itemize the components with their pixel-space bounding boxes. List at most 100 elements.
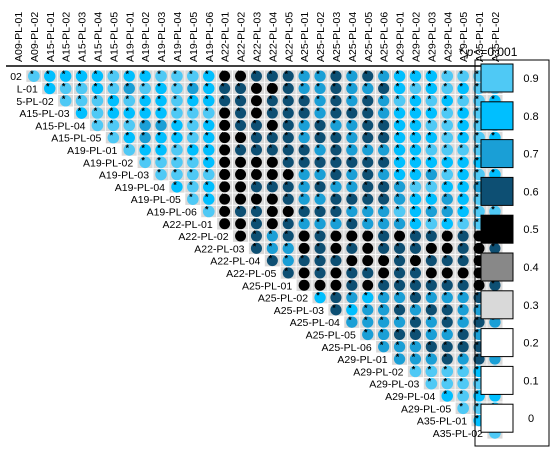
matrix-cell: * xyxy=(120,118,138,132)
matrix-cell: * xyxy=(57,81,75,96)
significance-star: * xyxy=(253,204,257,214)
matrix-cell: * xyxy=(232,118,249,132)
cell-circle xyxy=(330,279,342,291)
significance-star: * xyxy=(284,168,288,178)
significance-star: * xyxy=(284,241,288,251)
matrix-cell: * xyxy=(327,278,345,292)
cell-circle xyxy=(409,304,422,316)
significance-star: * xyxy=(396,278,400,288)
cell-circle xyxy=(425,156,438,168)
cell-circle xyxy=(346,242,358,254)
matrix-cell: * xyxy=(263,118,281,132)
significance-star: * xyxy=(221,143,225,153)
significance-star: * xyxy=(348,106,352,116)
row-label: A19-PL-05 xyxy=(131,194,181,206)
significance-star: * xyxy=(300,192,304,202)
matrix-cell: * xyxy=(407,266,424,280)
significance-star: * xyxy=(396,155,400,165)
cell-circle xyxy=(186,168,199,181)
cell-circle xyxy=(28,70,40,82)
matrix-cell: * xyxy=(438,327,456,341)
significance-star: * xyxy=(428,254,432,264)
cell-circle xyxy=(346,181,358,193)
significance-star: * xyxy=(300,94,304,104)
matrix-cell: * xyxy=(295,254,313,268)
cell-circle xyxy=(91,119,104,132)
significance-star: * xyxy=(110,106,114,116)
significance-star: * xyxy=(173,155,177,165)
cell-circle xyxy=(203,181,215,193)
cell-circle xyxy=(314,144,326,156)
cell-circle xyxy=(457,131,469,144)
significance-star: * xyxy=(189,106,193,116)
significance-star: * xyxy=(141,155,145,165)
significance-star: * xyxy=(300,241,304,251)
significance-star: * xyxy=(269,168,273,178)
matrix-cell: * xyxy=(327,303,345,317)
matrix-cell: * xyxy=(422,204,440,219)
cell-circle xyxy=(441,390,454,402)
matrix-cell: * xyxy=(343,180,361,194)
cell-circle xyxy=(330,82,342,94)
matrix-cell: * xyxy=(216,155,233,169)
matrix-cell: * xyxy=(168,69,186,83)
cell-circle xyxy=(346,291,358,304)
significance-star: * xyxy=(364,241,368,251)
matrix-cell: * xyxy=(422,364,440,378)
cell-circle xyxy=(409,107,422,119)
matrix-cell: * xyxy=(422,106,440,120)
cell-circle xyxy=(362,181,374,193)
cell-circle xyxy=(235,169,247,181)
significance-star: * xyxy=(284,204,288,214)
column-label: A25-PL-02 xyxy=(315,12,327,62)
significance-star: * xyxy=(316,94,320,104)
cell-circle xyxy=(59,70,72,82)
cell-circle xyxy=(298,218,310,230)
cell-circle xyxy=(266,242,278,254)
significance-star: * xyxy=(284,131,288,141)
significance-star: * xyxy=(284,106,288,116)
cell-circle xyxy=(75,82,88,95)
significance-star: * xyxy=(380,131,384,141)
matrix-cell: * xyxy=(152,81,170,96)
cell-circle xyxy=(346,304,358,316)
cell-circle xyxy=(107,94,120,107)
significance-star: * xyxy=(428,168,432,178)
cell-circle xyxy=(187,193,199,205)
cell-circle xyxy=(441,255,453,267)
cell-circle xyxy=(441,70,454,82)
cell-circle xyxy=(393,242,406,254)
cell-circle xyxy=(44,82,56,95)
significance-star: * xyxy=(428,131,432,141)
significance-star: * xyxy=(221,155,225,165)
cell-circle xyxy=(250,119,262,131)
significance-star: * xyxy=(141,106,145,116)
cell-circle xyxy=(457,193,469,205)
significance-star: * xyxy=(364,155,368,165)
significance-star: * xyxy=(459,217,463,227)
significance-star: * xyxy=(475,69,479,79)
significance-star: * xyxy=(173,143,177,153)
matrix-cell: * xyxy=(168,168,186,182)
significance-star: * xyxy=(459,81,463,91)
significance-star: * xyxy=(221,204,225,214)
cell-circle xyxy=(409,156,422,168)
cell-circle xyxy=(378,181,390,193)
matrix-cell: * xyxy=(216,131,233,145)
significance-star: * xyxy=(316,81,320,91)
cell-circle xyxy=(44,70,56,82)
cell-circle xyxy=(346,230,358,242)
matrix-cell: * xyxy=(200,180,218,194)
legend-label: 0.1 xyxy=(523,375,538,387)
matrix-cell: * xyxy=(343,241,361,255)
significance-star: * xyxy=(443,217,447,227)
matrix-cell: * xyxy=(232,94,249,108)
matrix-cell: * xyxy=(232,143,249,157)
column-label: A22-PL-02 xyxy=(236,12,248,62)
significance-star: * xyxy=(316,168,320,178)
cell-circle xyxy=(425,230,437,242)
matrix-cell: * xyxy=(327,69,345,83)
matrix-cell: * xyxy=(248,229,265,243)
cell-circle xyxy=(251,156,262,168)
matrix-cell: * xyxy=(359,118,377,132)
